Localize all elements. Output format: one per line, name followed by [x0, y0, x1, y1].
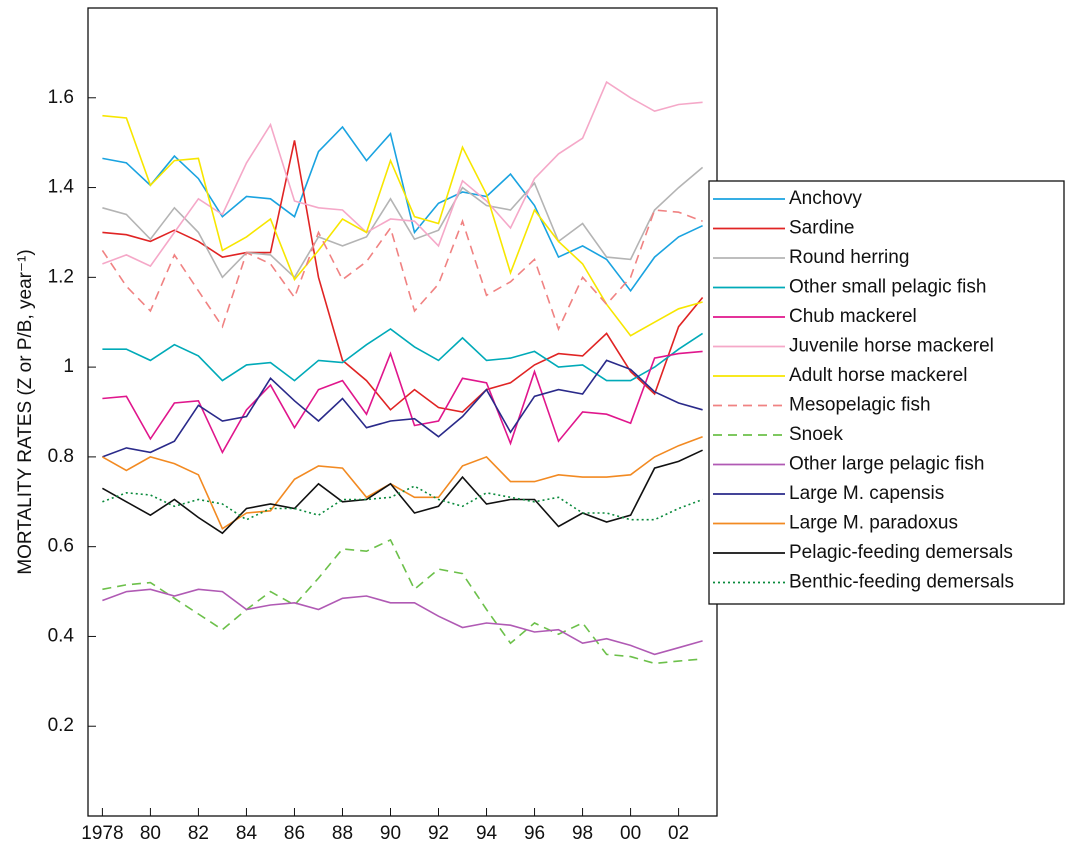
- series-line: [102, 140, 704, 413]
- legend: Anchovy Sardine Round herring Other small p…: [708, 180, 1065, 605]
- legend-label: Adult horse mackerel: [789, 365, 967, 386]
- y-tick-label: 1.4: [48, 177, 75, 198]
- legend-label: Chub mackerel: [789, 306, 917, 327]
- x-tick-label: 82: [188, 823, 209, 844]
- series-line: [102, 588, 703, 656]
- legend-label: Snoek: [789, 424, 843, 445]
- x-tick-label: 84: [236, 823, 258, 844]
- x-tick-label: 92: [428, 823, 449, 844]
- series-line: [102, 435, 703, 530]
- y-axis-label: MORTALITY RATES (Z or P/B, year⁻¹): [15, 249, 36, 574]
- y-tick-label: 0.4: [48, 625, 75, 646]
- y-tick-label: 1.2: [48, 266, 74, 287]
- series-line: [102, 328, 704, 382]
- legend-label: Juvenile horse mackerel: [789, 336, 994, 357]
- legend-label: Other small pelagic fish: [789, 277, 986, 298]
- y-tick-label: 1.6: [48, 87, 74, 108]
- series-line: [102, 350, 703, 455]
- series-line: [102, 80, 703, 268]
- x-tick-label: 00: [620, 823, 641, 844]
- legend-label: Anchovy: [789, 188, 862, 209]
- series-line: [102, 485, 703, 521]
- legend-label: Pelagic-feeding demersals: [789, 542, 1013, 563]
- legend-label: Benthic-feeding demersals: [789, 572, 1014, 593]
- plot-frame: [87, 7, 718, 817]
- y-tick-label: 1: [63, 356, 74, 377]
- x-tick-label: 88: [332, 823, 353, 844]
- series-line: [102, 114, 703, 337]
- legend-label: Round herring: [789, 247, 909, 268]
- x-tick-label: 02: [668, 823, 689, 844]
- legend-label: Sardine: [789, 218, 855, 239]
- x-tick-label: 1978: [81, 823, 123, 844]
- legend-label: Mesopelagic fish: [789, 395, 931, 416]
- legend-label: Large M. capensis: [789, 483, 944, 504]
- x-tick-label: 98: [572, 823, 593, 844]
- legend-label: Other large pelagic fish: [789, 454, 984, 475]
- series-line: [102, 538, 703, 665]
- y-tick-label: 0.8: [48, 446, 74, 467]
- x-tick-label: 80: [140, 823, 161, 844]
- y-tick-label: 0.2: [48, 715, 74, 736]
- x-tick-label: 86: [284, 823, 305, 844]
- x-tick-label: 96: [524, 823, 545, 844]
- series-line: [102, 449, 703, 535]
- series-line: [101, 209, 703, 332]
- series-line: [102, 125, 703, 293]
- y-tick-label: 0.6: [48, 536, 74, 557]
- series-line: [102, 359, 703, 458]
- series-line: [102, 166, 704, 279]
- legend-box: [708, 180, 1065, 605]
- legend-label: Large M. paradoxus: [789, 513, 958, 534]
- x-tick-label: 90: [380, 823, 401, 844]
- x-tick-label: 94: [476, 823, 498, 844]
